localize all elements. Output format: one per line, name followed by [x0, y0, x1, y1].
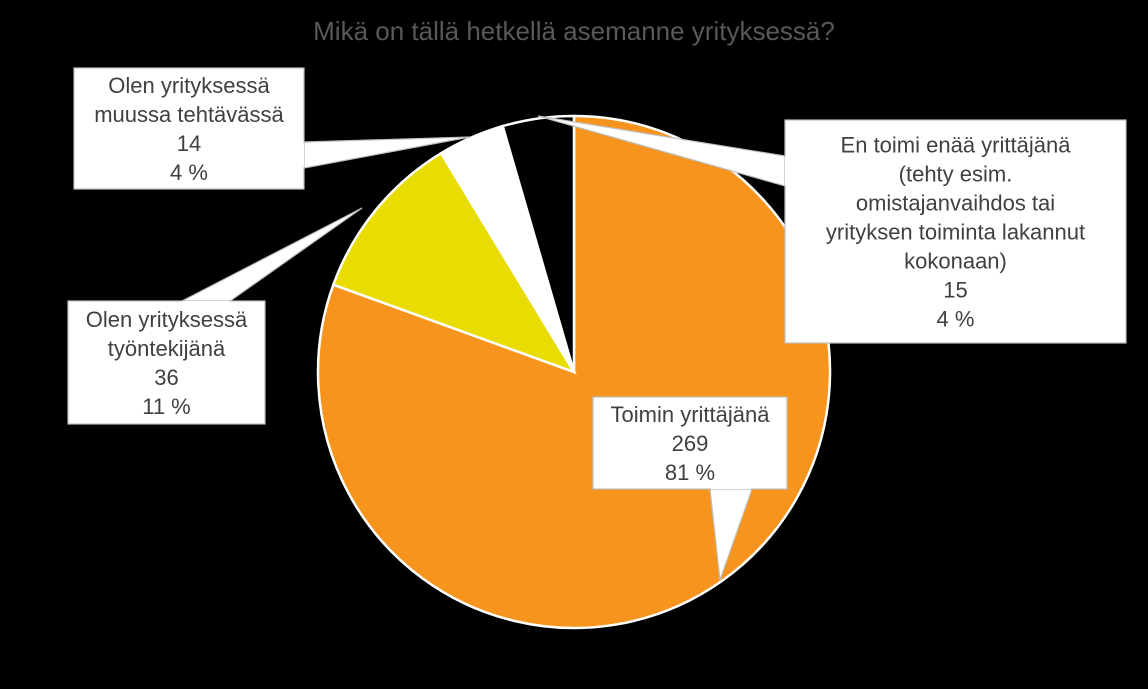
callout-box	[592, 396, 788, 490]
data-label-2: Olen yrityksessä työntekijänä 36 11 %	[67, 207, 363, 425]
slice-label-line: (tehty esim.	[899, 162, 1013, 187]
slice-label-line: kokonaan)	[904, 249, 1007, 274]
slice-value: 14	[177, 131, 201, 156]
slice-value: 269	[672, 431, 709, 456]
data-label-1: Toimin yrittäjänä 269 81 %	[592, 396, 788, 581]
callout-box	[784, 119, 1127, 344]
slice-percent: 4 %	[937, 307, 975, 332]
slice-label-line: Toimin yrittäjänä	[611, 402, 771, 427]
data-label-4: En toimi enää yrittäjänä (tehty esim. omis…	[537, 115, 1127, 344]
slice-label-line: En toimi enää yrittäjänä	[841, 133, 1072, 158]
slice-label-line: työntekijänä	[108, 336, 226, 361]
pie-slice-4	[501, 114, 576, 373]
pie-slice-2	[331, 151, 577, 375]
callout-seam	[183, 301, 229, 303]
data-label-3: Olen yrityksessä muussa tehtävässä 14 4 %	[73, 67, 471, 190]
slice-percent: 81 %	[665, 460, 715, 485]
data-label-callouts: Toimin yrittäjänä 269 81 % Olen yrityksessä…	[67, 67, 1127, 581]
slice-label-line: omistajanvaihdos tai	[856, 191, 1055, 216]
slice-label-line: yrityksen toiminta lakannut	[826, 220, 1085, 245]
chart-title: Mikä on tällä hetkellä asemanne yritykse…	[313, 16, 835, 46]
pie-slices	[316, 114, 832, 630]
slice-label-line: muussa tehtävässä	[94, 102, 284, 127]
callout-box	[67, 300, 266, 425]
slice-label-line: Olen yrityksessä	[108, 73, 270, 98]
callout-seam	[785, 157, 787, 185]
callout-seam	[711, 487, 751, 489]
slice-value: 15	[943, 278, 967, 303]
callout-box	[73, 67, 305, 190]
callout-seam	[302, 143, 304, 167]
slice-percent: 4 %	[170, 160, 208, 185]
slice-percent: 11 %	[142, 394, 191, 419]
slice-label-line: Olen yrityksessä	[86, 307, 248, 332]
slice-value: 36	[154, 365, 178, 390]
